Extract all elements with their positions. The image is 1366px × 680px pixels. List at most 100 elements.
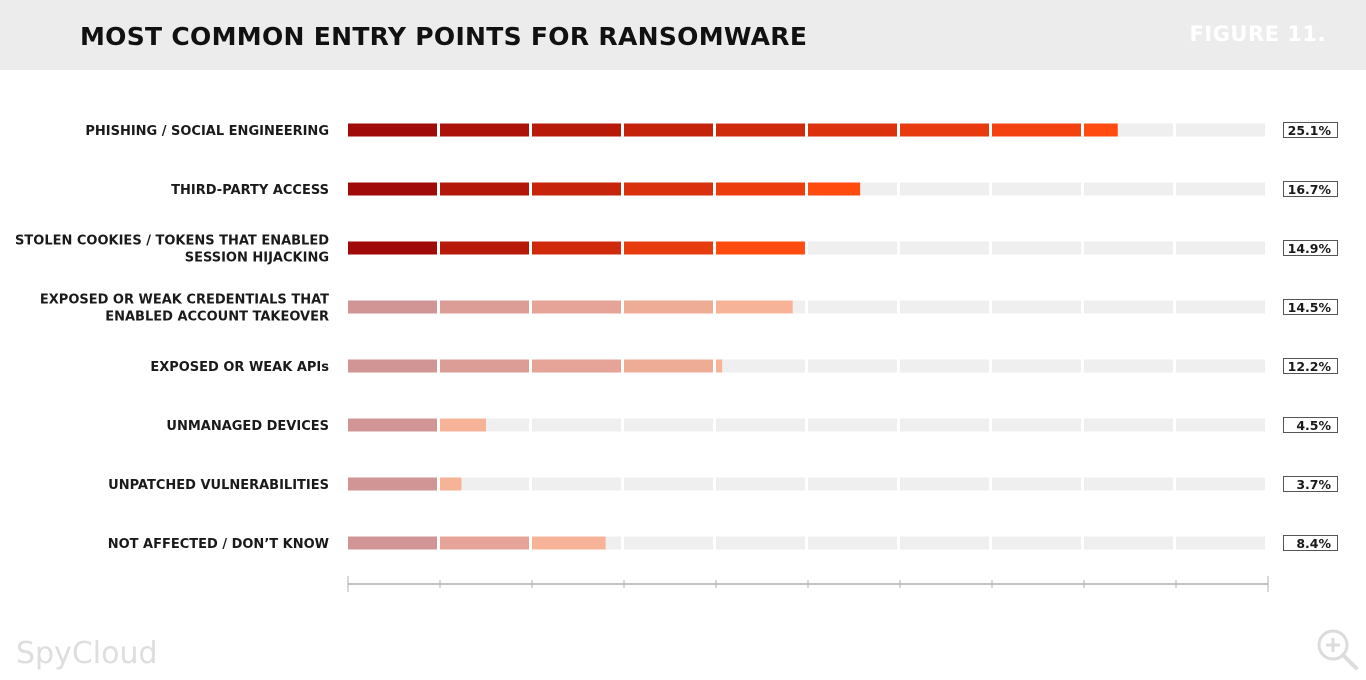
data-label: 12.2% — [1288, 359, 1332, 374]
bar-segment — [1084, 123, 1118, 137]
bar-row: NOT AFFECTED / DON’T KNOW 8.4% — [108, 535, 1338, 552]
bar-label: PHISHING / SOCIAL ENGINEERING — [85, 124, 329, 139]
bar-segment — [716, 300, 793, 314]
bar-row: PHISHING / SOCIAL ENGINEERING 25.1% — [85, 122, 1338, 139]
header-bar: MOST COMMON ENTRY POINTS FOR RANSOMWARE … — [0, 0, 1366, 70]
value-box — [1283, 417, 1338, 433]
bar-track-segment — [716, 418, 805, 432]
bar-segment — [624, 359, 713, 373]
bar-segment — [348, 123, 437, 137]
bar-track-segment — [808, 300, 897, 314]
bar-segment — [808, 182, 861, 196]
bar-segment — [532, 536, 606, 550]
bar-segment — [992, 123, 1081, 137]
bar-label: SESSION HIJACKING — [185, 251, 329, 266]
bar-track-segment — [900, 536, 989, 550]
bar-track-segment — [440, 477, 529, 491]
bar-label: THIRD-PARTY ACCESS — [171, 183, 329, 198]
bar-segment — [348, 418, 437, 432]
bar-track-segment — [808, 418, 897, 432]
bar-row: EXPOSED OR WEAK APIs 12.2% — [150, 358, 1338, 375]
bar-track-segment — [900, 477, 989, 491]
bar-track-segment — [992, 241, 1081, 255]
bar-segment — [716, 182, 805, 196]
bar-label: EXPOSED OR WEAK CREDENTIALS THAT — [40, 293, 329, 308]
bar-track-segment — [992, 536, 1081, 550]
bar-segment — [440, 182, 529, 196]
bar-row: THIRD-PARTY ACCESS 16.7% — [171, 181, 1338, 198]
bar-track-segment — [1176, 418, 1265, 432]
bar-track-segment — [900, 300, 989, 314]
bar-row: STOLEN COOKIES / TOKENS THAT ENABLED SESS… — [15, 234, 1338, 266]
bar-row: EXPOSED OR WEAK CREDENTIALS THAT ENABLED … — [40, 293, 1338, 325]
bar-segment — [348, 182, 437, 196]
bar-segment — [624, 300, 713, 314]
bar-track-segment — [900, 241, 989, 255]
data-label: 25.1% — [1288, 123, 1332, 138]
bar-track-segment — [808, 536, 897, 550]
bar-segment — [532, 182, 621, 196]
bar-segment — [532, 300, 621, 314]
bar-track-segment — [624, 536, 713, 550]
bar-track-segment — [1084, 536, 1173, 550]
bar-segment — [716, 359, 723, 373]
bar-label: UNMANAGED DEVICES — [166, 419, 329, 434]
bar-track-segment — [624, 477, 713, 491]
chart-title: MOST COMMON ENTRY POINTS FOR RANSOMWARE — [80, 22, 808, 51]
bar-segment — [440, 359, 529, 373]
bar-track-segment — [900, 359, 989, 373]
bar-segment — [716, 123, 805, 137]
bar-track-segment — [992, 418, 1081, 432]
spycloud-logo: SpyCloud — [16, 636, 158, 671]
bar-segment — [808, 123, 897, 137]
bar-segment — [440, 241, 529, 255]
bar-track-segment — [532, 477, 621, 491]
bar-segment — [440, 123, 529, 137]
bar-row: UNMANAGED DEVICES 4.5% — [166, 417, 1338, 434]
bar-track-segment — [1176, 300, 1265, 314]
value-box — [1283, 358, 1338, 374]
data-label: 8.4% — [1296, 536, 1331, 551]
bar-track-segment — [900, 182, 989, 196]
bar-track-segment — [992, 359, 1081, 373]
bar-track-segment — [716, 477, 805, 491]
bar-segment — [624, 123, 713, 137]
bar-track-segment — [1176, 477, 1265, 491]
bar-label: EXPOSED OR WEAK APIs — [150, 360, 329, 375]
bar-segment — [348, 241, 437, 255]
bar-track-segment — [1084, 300, 1173, 314]
value-box — [1283, 240, 1338, 256]
bar-track-segment — [1176, 123, 1265, 137]
bar-label: ENABLED ACCOUNT TAKEOVER — [105, 310, 329, 325]
zoom-in-icon[interactable] — [1312, 624, 1362, 678]
data-label: 14.9% — [1288, 241, 1332, 256]
value-box — [1283, 476, 1338, 492]
bar-label: UNPATCHED VULNERABILITIES — [108, 478, 329, 493]
value-box — [1283, 299, 1338, 315]
bar-segment — [532, 359, 621, 373]
bar-track-segment — [1176, 241, 1265, 255]
value-box — [1283, 181, 1338, 197]
data-label: 3.7% — [1296, 477, 1331, 492]
bar-chart: PHISHING / SOCIAL ENGINEERING 25.1% THIRD-… — [15, 122, 1338, 592]
data-label: 4.5% — [1296, 418, 1331, 433]
bar-track-segment — [1084, 182, 1173, 196]
bar-track-segment — [808, 241, 897, 255]
figure-label: FIGURE 11. — [1189, 22, 1326, 46]
bar-segment — [624, 241, 713, 255]
bar-track-segment — [1084, 418, 1173, 432]
bar-track-segment — [532, 418, 621, 432]
bar-segment — [624, 182, 713, 196]
bar-track-segment — [1084, 241, 1173, 255]
bar-track-segment — [992, 182, 1081, 196]
bar-track-segment — [716, 536, 805, 550]
bar-segment — [440, 477, 462, 491]
bar-track-segment — [808, 359, 897, 373]
bar-track-segment — [1176, 536, 1265, 550]
bar-track-segment — [716, 359, 805, 373]
bar-track-segment — [1176, 182, 1265, 196]
bar-segment — [716, 241, 805, 255]
bar-segment — [440, 418, 486, 432]
bar-track-segment — [1176, 359, 1265, 373]
bar-label: STOLEN COOKIES / TOKENS THAT ENABLED — [15, 234, 329, 249]
